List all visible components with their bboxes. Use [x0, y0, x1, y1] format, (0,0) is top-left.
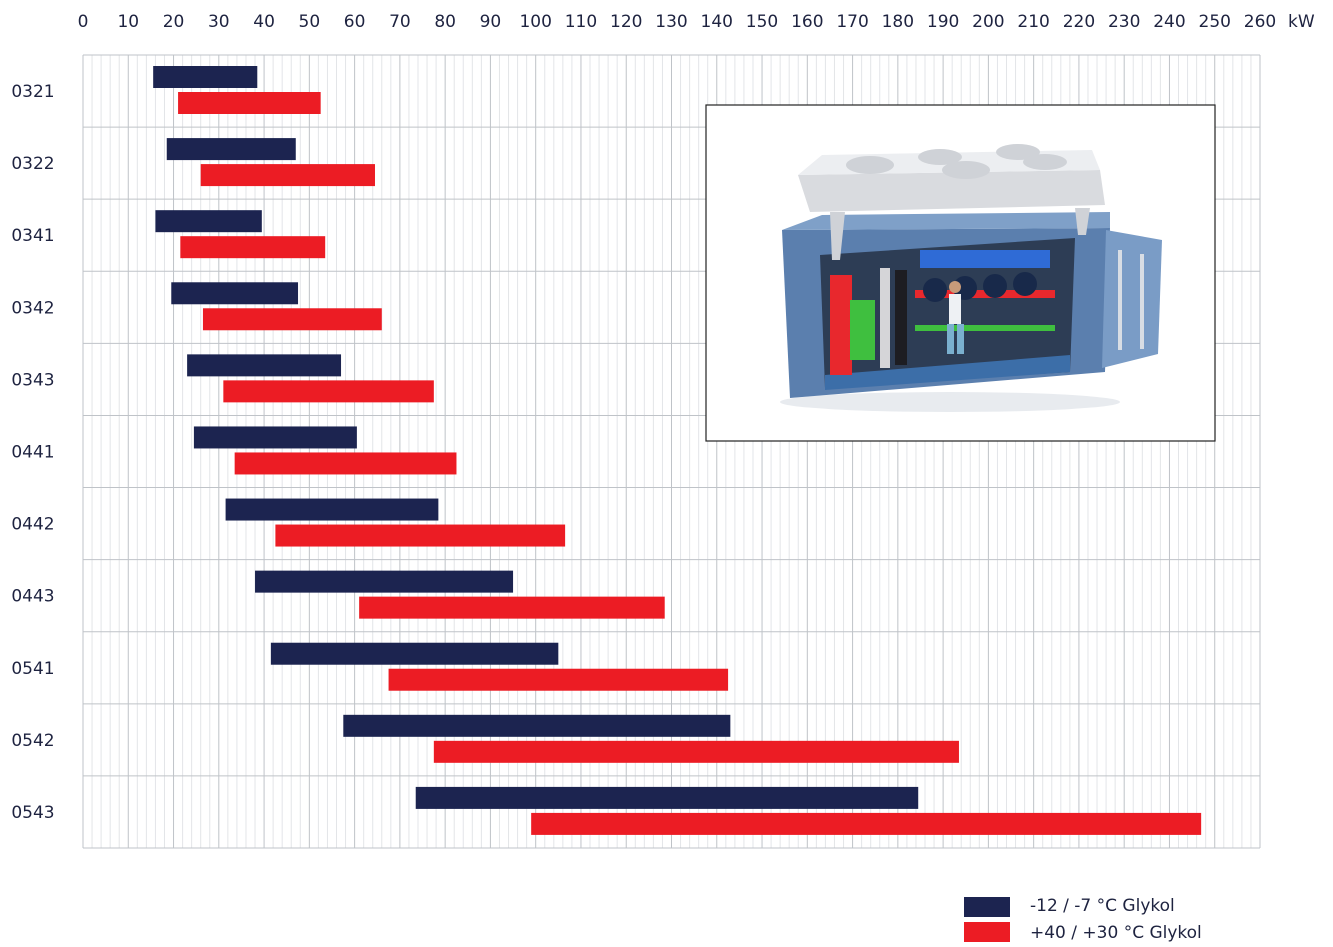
x-tick-label: 190 [927, 12, 959, 32]
bar-series-2-0543 [531, 812, 1202, 835]
x-axis-tick-labels: 0 10 20 30 40 50 60 70 80 90 100 110 120 130 140 150 160… [78, 12, 1277, 32]
bar-series-2-0443 [359, 596, 665, 619]
x-tick-label: 150 [746, 12, 778, 32]
category-label: 0322 [11, 154, 54, 174]
x-tick-label: 70 [389, 12, 411, 32]
category-label: 0542 [11, 731, 54, 751]
x-tick-label: 10 [117, 12, 139, 32]
x-axis-unit-label: kW [1288, 12, 1315, 32]
category-label: 0321 [11, 82, 54, 102]
x-tick-label: 160 [791, 12, 823, 32]
category-label: 0443 [11, 587, 54, 607]
x-tick-label: 220 [1063, 12, 1095, 32]
bar-series-1-0543 [415, 786, 919, 809]
container-refrigeration-unit-illustration [780, 144, 1162, 412]
category-label: 0342 [11, 298, 54, 318]
bar-series-1-0443 [255, 570, 514, 593]
category-label: 0541 [11, 659, 54, 679]
bar-series-2-0342 [202, 308, 382, 331]
category-labels: 0321 0322 0341 0342 0343 0441 0442 0443 0541 0542… [11, 82, 54, 823]
legend-swatch-series-1 [964, 897, 1010, 917]
x-tick-label: 110 [565, 12, 597, 32]
x-tick-label: 140 [701, 12, 733, 32]
x-tick-label: 250 [1199, 12, 1231, 32]
x-tick-label: 240 [1153, 12, 1185, 32]
legend-label-series-2: +40 / +30 °C Glykol [1030, 923, 1202, 943]
bar-series-1-0342 [171, 282, 299, 305]
x-tick-label: 180 [882, 12, 914, 32]
x-tick-label: 20 [163, 12, 185, 32]
category-label: 0441 [11, 443, 54, 463]
x-tick-label: 210 [1017, 12, 1049, 32]
legend-swatch-series-2 [964, 922, 1010, 942]
category-label: 0341 [11, 226, 54, 246]
bar-series-2-0322 [200, 164, 375, 187]
bar-series-2-0343 [223, 380, 434, 403]
bar-series-1-0341 [155, 210, 262, 233]
legend-label-series-1: -12 / -7 °C Glykol [1030, 896, 1175, 916]
bar-series-2-0441 [234, 452, 457, 475]
x-tick-label: 230 [1108, 12, 1140, 32]
range-bars [153, 66, 1202, 835]
bar-series-1-0343 [187, 354, 342, 377]
x-tick-label: 120 [610, 12, 642, 32]
x-tick-label: 50 [299, 12, 321, 32]
category-label: 0442 [11, 515, 54, 535]
x-tick-label: 30 [208, 12, 230, 32]
bar-series-2-0541 [388, 668, 729, 691]
bar-series-1-0321 [153, 66, 258, 88]
bar-series-2-0442 [275, 524, 566, 547]
category-label: 0543 [11, 803, 54, 823]
bar-series-1-0442 [225, 498, 439, 521]
x-tick-label: 130 [655, 12, 687, 32]
x-tick-label: 0 [78, 12, 89, 32]
bar-series-2-0542 [433, 740, 959, 763]
x-tick-label: 80 [434, 12, 456, 32]
x-tick-label: 100 [519, 12, 551, 32]
x-tick-label: 260 [1244, 12, 1276, 32]
x-tick-label: 200 [972, 12, 1004, 32]
x-tick-label: 60 [344, 12, 366, 32]
chart-legend: -12 / -7 °C Glykol +40 / +30 °C Glykol [964, 896, 1202, 943]
bar-series-2-0341 [180, 236, 326, 259]
bar-series-2-0321 [178, 92, 321, 114]
inset-illustration [705, 104, 1216, 442]
x-tick-label: 170 [836, 12, 868, 32]
x-tick-label: 90 [480, 12, 502, 32]
bar-series-1-0441 [193, 426, 357, 449]
x-tick-label: 40 [253, 12, 275, 32]
bar-series-1-0541 [270, 642, 559, 665]
bar-series-1-0322 [166, 138, 296, 161]
category-label: 0343 [11, 370, 54, 390]
bar-series-1-0542 [343, 714, 731, 737]
